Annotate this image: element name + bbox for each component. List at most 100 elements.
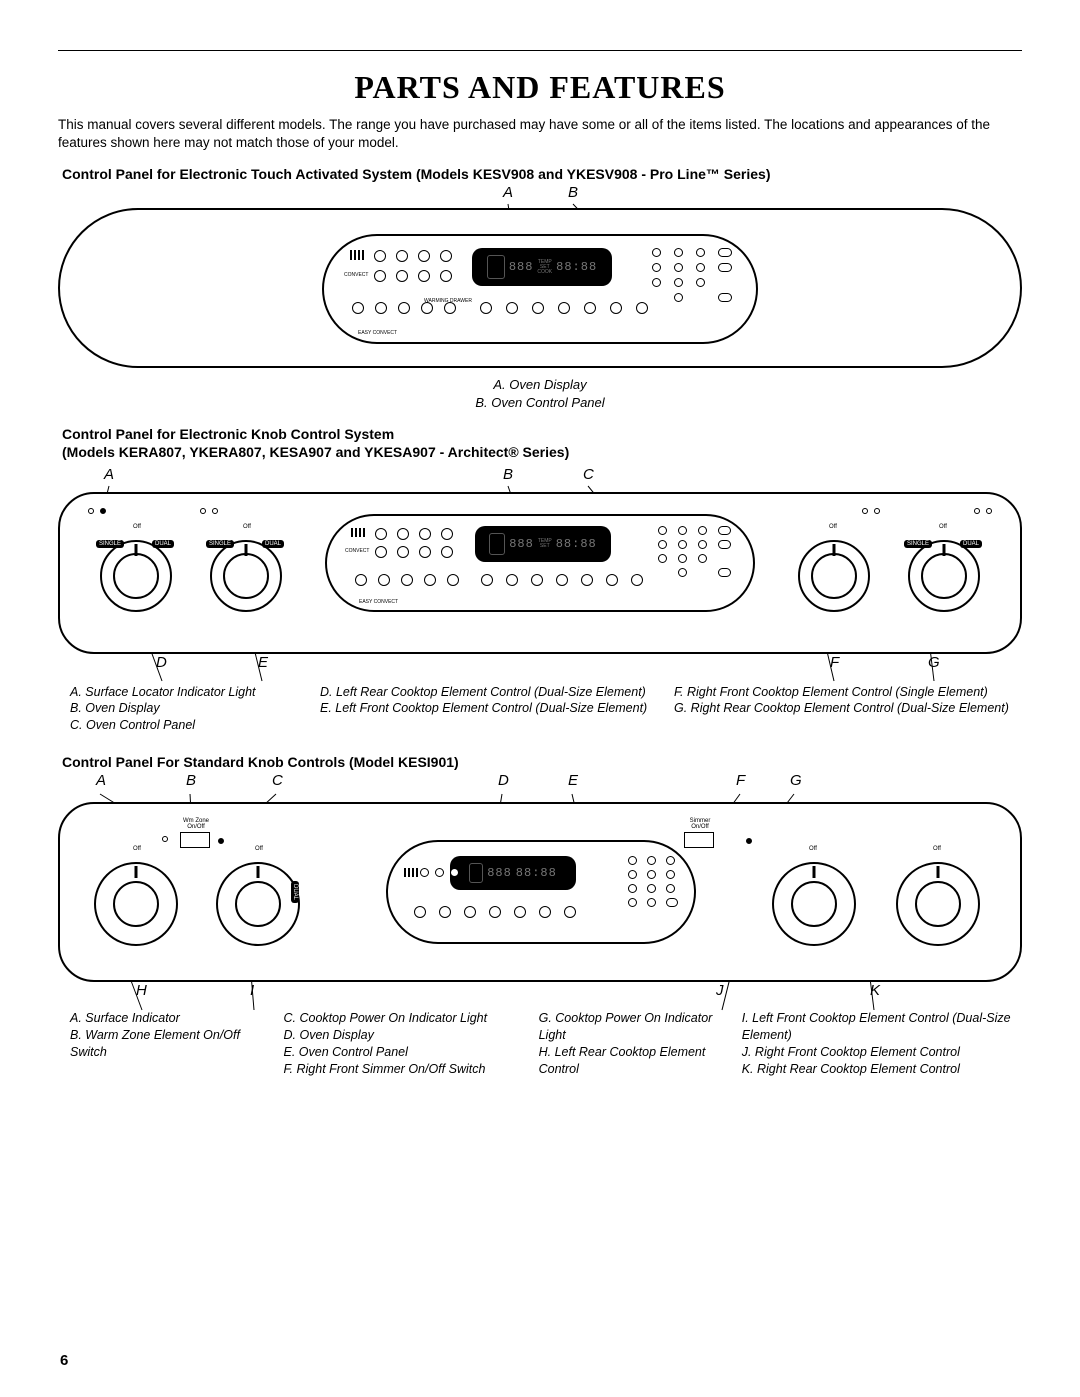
p2-knob-D: SINGLE DUAL — [100, 540, 172, 612]
display-left-digits: 888 — [509, 260, 534, 274]
p3-off1: Off — [128, 846, 146, 852]
callout-letter-A: A — [503, 184, 513, 201]
p2-knob-F — [798, 540, 870, 612]
panel1-btn-row-ul — [374, 250, 452, 262]
s2leg-d: D. Left Rear Cooktop Element Control (Du… — [320, 684, 658, 701]
s2leg-e: E. Left Front Cooktop Element Control (D… — [320, 700, 658, 717]
s2-C: C — [583, 466, 594, 483]
s2-G: G — [928, 654, 940, 671]
panel1-center-oval: 888 TEMPSETCOOK 88:88 WARMING D — [322, 234, 758, 344]
panel3-center-oval: 888 88:88 — [386, 840, 696, 944]
s3-H: H — [136, 982, 147, 999]
section1-legend: A. Oven Display B. Oven Control Panel — [58, 376, 1022, 411]
s3leg-e: E. Oven Control Panel — [284, 1044, 523, 1061]
section3-bottom-callouts: H I J K — [58, 982, 1022, 1008]
p3-ind-G — [746, 838, 752, 844]
panel1-keypad — [652, 248, 732, 302]
p3-knob-I: DUAL — [216, 862, 300, 946]
display-right-digits: 88:88 — [556, 260, 597, 274]
p2-ind-tl2 — [100, 508, 106, 514]
top-horizontal-rule — [58, 50, 1022, 51]
s3-B: B — [186, 772, 196, 789]
s3leg-j: J. Right Front Cooktop Element Control — [742, 1044, 1012, 1061]
p2-ind-tr2 — [874, 508, 880, 514]
p2-left-bars — [351, 528, 365, 537]
p2-keypad — [658, 526, 731, 577]
p2-row-ul — [375, 528, 453, 540]
p2-convect: CONVECT — [345, 548, 369, 554]
s3-F: F — [736, 772, 745, 789]
panel3-display: 888 88:88 — [450, 856, 576, 890]
panel1-oven-display: 888 TEMPSETCOOK 88:88 — [472, 248, 612, 286]
p3-keypad — [628, 856, 678, 907]
section3-legend: A. Surface Indicator B. Warm Zone Elemen… — [58, 1008, 1022, 1092]
panel1-warming-label: WARMING DRAWER — [424, 298, 472, 304]
p3-disp-r: 88:88 — [516, 866, 557, 880]
p2-off3: Off — [824, 524, 842, 530]
panel2-outline: SINGLE DUAL SINGLE DUAL SINGLE DUAL Off … — [58, 492, 1022, 654]
s2-D: D — [156, 654, 167, 671]
p3-bars — [404, 868, 418, 877]
page-title: PARTS AND FEATURES — [58, 69, 1022, 106]
p2-ind-tl3 — [200, 508, 206, 514]
s2-A: A — [104, 466, 114, 483]
intro-text: This manual covers several different mod… — [58, 116, 1022, 152]
s2leg-g: G. Right Rear Cooktop Element Control (D… — [674, 700, 1012, 717]
p2-display-left: 888 — [509, 537, 534, 551]
p3-switch-simmer — [684, 832, 714, 848]
s3-I: I — [250, 982, 254, 999]
s2leg-a: A. Surface Locator Indicator Light — [70, 684, 304, 701]
panel1-btn-row-lc — [480, 302, 648, 314]
section2-heading: Control Panel for Electronic Knob Contro… — [62, 426, 1022, 442]
panel3-outline: Wm Zone On/Off Simmer On/Off DUAL Off Of… — [58, 802, 1022, 982]
section3-heading: Control Panel For Standard Knob Controls… — [62, 754, 1022, 770]
p3-knob-K — [896, 862, 980, 946]
section1-heading: Control Panel for Electronic Touch Activ… — [62, 166, 1022, 182]
panel2-center-oval: 888 TEMPSET 88:88 — [325, 514, 755, 612]
callout-letter-B: B — [568, 184, 578, 201]
panel1-outline: 888 TEMPSETCOOK 88:88 WARMING D — [58, 208, 1022, 368]
p2-ind-tr4 — [986, 508, 992, 514]
p3-row-ul — [420, 868, 459, 877]
p2-easyconvect: EASY CONVECT — [359, 599, 398, 605]
s3-G: G — [790, 772, 802, 789]
s3leg-d: D. Oven Display — [284, 1027, 523, 1044]
p2-row-ml — [375, 546, 453, 558]
s3leg-g: G. Cooktop Power On Indicator Light — [539, 1010, 726, 1044]
section1-legend-B: B. Oven Control Panel — [58, 394, 1022, 412]
p2-off1: Off — [128, 524, 146, 530]
section2-legend: A. Surface Locator Indicator Light B. Ov… — [58, 680, 1022, 749]
p3-switch1-label: Wm Zone On/Off — [178, 818, 214, 830]
p3-off3: Off — [804, 846, 822, 852]
p3-disp-l: 888 — [487, 866, 512, 880]
s3-J: J — [716, 982, 724, 999]
s3-C: C — [272, 772, 283, 789]
p3-row-ll — [414, 906, 576, 918]
s3leg-c: C. Cooktop Power On Indicator Light — [284, 1010, 523, 1027]
p3-off2: Off — [250, 846, 268, 852]
p3-ind-C — [218, 838, 224, 844]
s2leg-b: B. Oven Display — [70, 700, 304, 717]
p3-off4: Off — [928, 846, 946, 852]
s3leg-i: I. Left Front Cooktop Element Control (D… — [742, 1010, 1012, 1044]
s3-E: E — [568, 772, 578, 789]
p3-knob-H — [94, 862, 178, 946]
section3-top-callouts: A B C D E F G — [58, 772, 1022, 796]
s3leg-k: K. Right Rear Cooktop Element Control — [742, 1061, 1012, 1078]
s3-A: A — [96, 772, 106, 789]
p2-row-ll — [355, 574, 459, 586]
p3-ind-A — [162, 836, 168, 842]
panel1-btn-row-ml — [374, 270, 452, 282]
s2-B: B — [503, 466, 513, 483]
p2-ind-tl4 — [212, 508, 218, 514]
panel1-easyconvect-label: EASY CONVECT — [358, 330, 397, 336]
p2-ind-tr3 — [974, 508, 980, 514]
p2-knob-G: SINGLE DUAL — [908, 540, 980, 612]
p2-knob-E: SINGLE DUAL — [210, 540, 282, 612]
panel2-display: 888 TEMPSET 88:88 — [475, 526, 611, 562]
section2-top-callouts: A B C — [58, 466, 1022, 486]
p2-display-right: 88:88 — [556, 537, 597, 551]
panel1-convect-label: CONVECT — [344, 272, 368, 278]
section1-legend-A: A. Oven Display — [58, 376, 1022, 394]
s3leg-a: A. Surface Indicator — [70, 1010, 268, 1027]
